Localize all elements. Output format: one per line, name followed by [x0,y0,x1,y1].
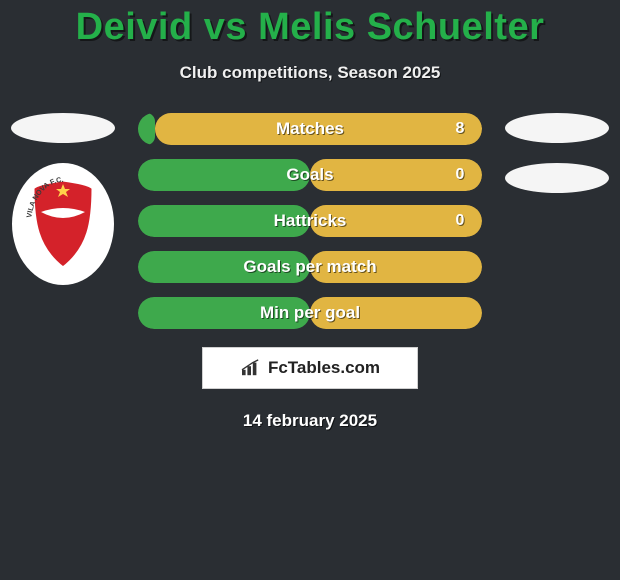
shield-icon: VILA NOVA F.C. [21,174,105,274]
right-placeholder-ellipse-1 [505,113,609,143]
bar-chart-icon [240,359,262,377]
bar-value-player-b: 0 [440,205,480,237]
comparison-content: VILA NOVA F.C. Matches8Goals0Hattricks0G… [0,113,620,431]
bar-label: Goals [138,159,482,191]
bar-label: Min per goal [138,297,482,329]
bar-value-player-b: 8 [440,113,480,145]
stat-bar: Goals per match [138,251,482,283]
title-player-b: Melis Schuelter [258,6,544,48]
brand-text: FcTables.com [268,358,380,378]
brand-box[interactable]: FcTables.com [202,347,418,389]
right-placeholder-ellipse-2 [505,163,609,193]
title-player-a: Deivid [76,6,193,48]
page-title: Deivid vs Melis Schuelter [0,0,620,49]
left-placeholder-ellipse [11,113,115,143]
bar-label: Goals per match [138,251,482,283]
footer-date: 14 february 2025 [0,411,620,431]
bar-label: Matches [138,113,482,145]
left-column: VILA NOVA F.C. [8,113,118,285]
bar-value-player-b: 0 [440,159,480,191]
right-column [502,113,612,213]
bar-label: Hattricks [138,205,482,237]
club-badge-vila-nova: VILA NOVA F.C. [12,163,114,285]
stat-bars: Matches8Goals0Hattricks0Goals per matchM… [138,113,482,329]
stat-bar: Hattricks0 [138,205,482,237]
title-vs: vs [204,6,247,48]
subtitle: Club competitions, Season 2025 [0,63,620,83]
stat-bar: Min per goal [138,297,482,329]
stat-bar: Goals0 [138,159,482,191]
stat-bar: Matches8 [138,113,482,145]
